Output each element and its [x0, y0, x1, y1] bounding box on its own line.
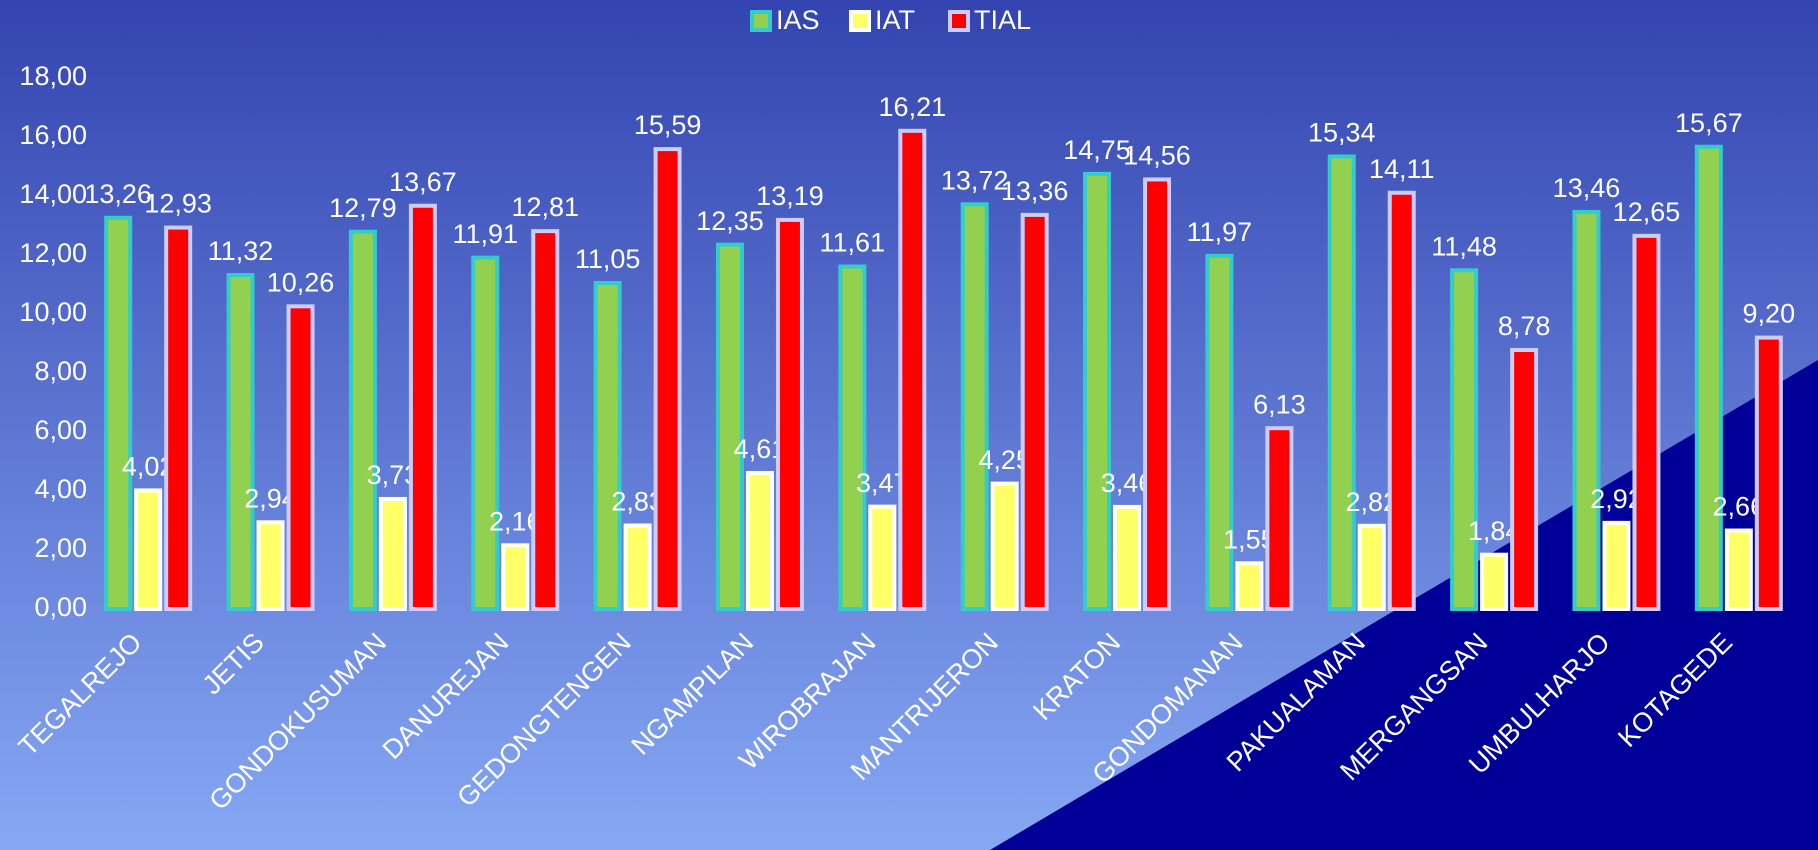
data-label: 13,26: [84, 179, 152, 209]
bar: [1235, 561, 1264, 612]
bar: [653, 147, 682, 611]
data-label: 11,48: [1431, 231, 1497, 261]
data-label: 13,36: [1001, 176, 1069, 206]
data-label: 15,67: [1675, 108, 1743, 138]
bar: [990, 481, 1019, 611]
bar: [501, 543, 530, 612]
legend-label: IAT: [875, 5, 915, 35]
bar: [471, 255, 500, 611]
bar: [868, 504, 897, 612]
bar: [1143, 177, 1172, 611]
bar: [1327, 154, 1356, 611]
data-label: 9,20: [1743, 299, 1796, 329]
data-label: 11,91: [452, 219, 518, 249]
data-label: 8,78: [1498, 311, 1551, 341]
bar: [1020, 212, 1049, 611]
bar: [1510, 347, 1539, 611]
y-tick-label: 8,00: [34, 356, 87, 386]
bar: [838, 264, 867, 611]
data-label: 12,81: [511, 192, 579, 222]
bar: [1632, 233, 1661, 611]
data-label: 16,21: [879, 92, 947, 122]
bar: [715, 242, 744, 612]
y-tick-label: 12,00: [19, 238, 87, 268]
bar: [1113, 504, 1142, 611]
data-label: 11,61: [820, 228, 886, 258]
legend-swatch: [948, 10, 970, 32]
data-label: 12,93: [144, 189, 212, 219]
bar: [1724, 528, 1753, 612]
bar: [1602, 520, 1631, 611]
bar: [1754, 335, 1783, 611]
legend-swatch: [750, 10, 772, 32]
y-tick-label: 2,00: [34, 533, 87, 563]
data-label: 10,26: [267, 267, 335, 297]
data-label: 14,75: [1063, 135, 1131, 165]
y-tick-label: 18,00: [19, 61, 87, 91]
data-label: 14,11: [1369, 154, 1435, 184]
bar: [745, 471, 774, 611]
legend-label: IAS: [776, 5, 820, 35]
data-label: 14,56: [1123, 141, 1191, 171]
data-label: 12,79: [329, 193, 397, 223]
y-tick-label: 14,00: [19, 179, 87, 209]
bar: [226, 273, 255, 611]
y-tick-label: 6,00: [34, 415, 87, 445]
bar: [256, 520, 285, 612]
bar: [623, 523, 652, 612]
data-label: 12,35: [696, 206, 764, 236]
data-label: 13,67: [389, 167, 457, 197]
bar: [960, 202, 989, 611]
data-label: 6,13: [1253, 389, 1306, 419]
bar: [164, 225, 193, 611]
bar: [1572, 209, 1601, 611]
bar: [1694, 144, 1723, 612]
bar: [1480, 552, 1509, 611]
bar: [1450, 268, 1479, 611]
y-tick-label: 0,00: [34, 592, 87, 622]
bar: [1205, 253, 1234, 611]
bar: [378, 496, 407, 611]
bar: [104, 215, 133, 612]
bar: [1357, 523, 1386, 611]
y-tick-label: 10,00: [19, 297, 87, 327]
data-label: 11,32: [208, 236, 274, 266]
bar: [134, 488, 163, 611]
legend: IAS IAT TIAL: [750, 5, 1031, 35]
data-label: 13,46: [1553, 173, 1621, 203]
legend-label: TIAL: [974, 5, 1031, 35]
bar: [1387, 190, 1416, 611]
bar: [1083, 171, 1112, 611]
bar: [593, 281, 622, 611]
bar: [1265, 426, 1294, 612]
legend-swatch: [849, 10, 871, 32]
data-label: 12,65: [1613, 197, 1681, 227]
y-tick-label: 4,00: [34, 474, 87, 504]
data-label: 13,72: [941, 165, 1009, 195]
bar: [408, 203, 437, 612]
data-label: 15,34: [1308, 118, 1376, 148]
bar: [898, 128, 927, 611]
data-label: 11,05: [575, 244, 641, 274]
bar: [531, 229, 560, 611]
bar: [775, 217, 804, 612]
data-label: 11,97: [1187, 217, 1253, 247]
y-tick-label: 16,00: [19, 120, 87, 150]
bar: [348, 229, 377, 611]
bar: [286, 304, 315, 611]
data-label: 13,19: [756, 181, 824, 211]
data-label: 15,59: [634, 110, 702, 140]
